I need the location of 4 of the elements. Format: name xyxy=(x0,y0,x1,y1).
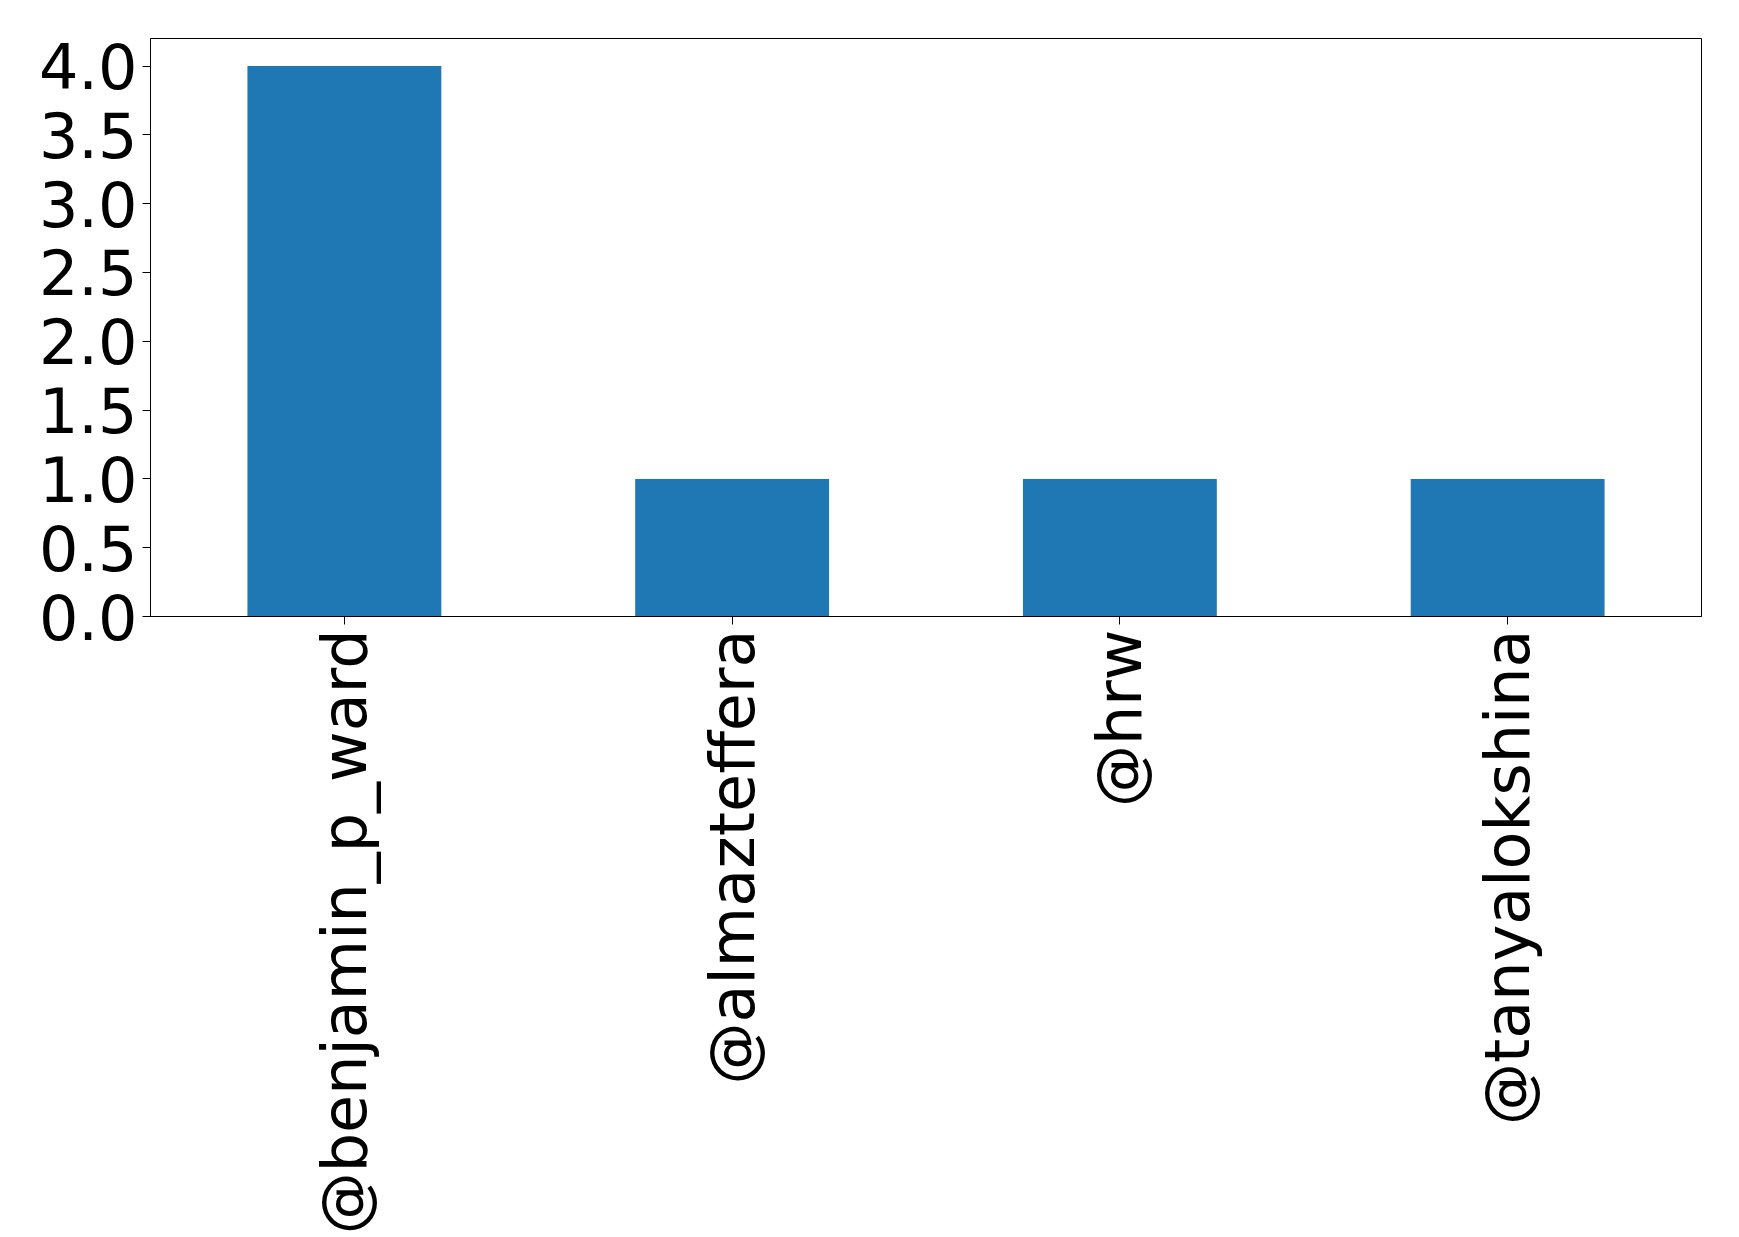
x-tick-label: @tanyalokshina xyxy=(1471,629,1545,1125)
x-tick-label: @hrw xyxy=(1083,629,1157,807)
x-tick-label: @almazteffera xyxy=(695,629,769,1085)
x-tick-label: @benjamin_p_ward xyxy=(307,629,381,1235)
